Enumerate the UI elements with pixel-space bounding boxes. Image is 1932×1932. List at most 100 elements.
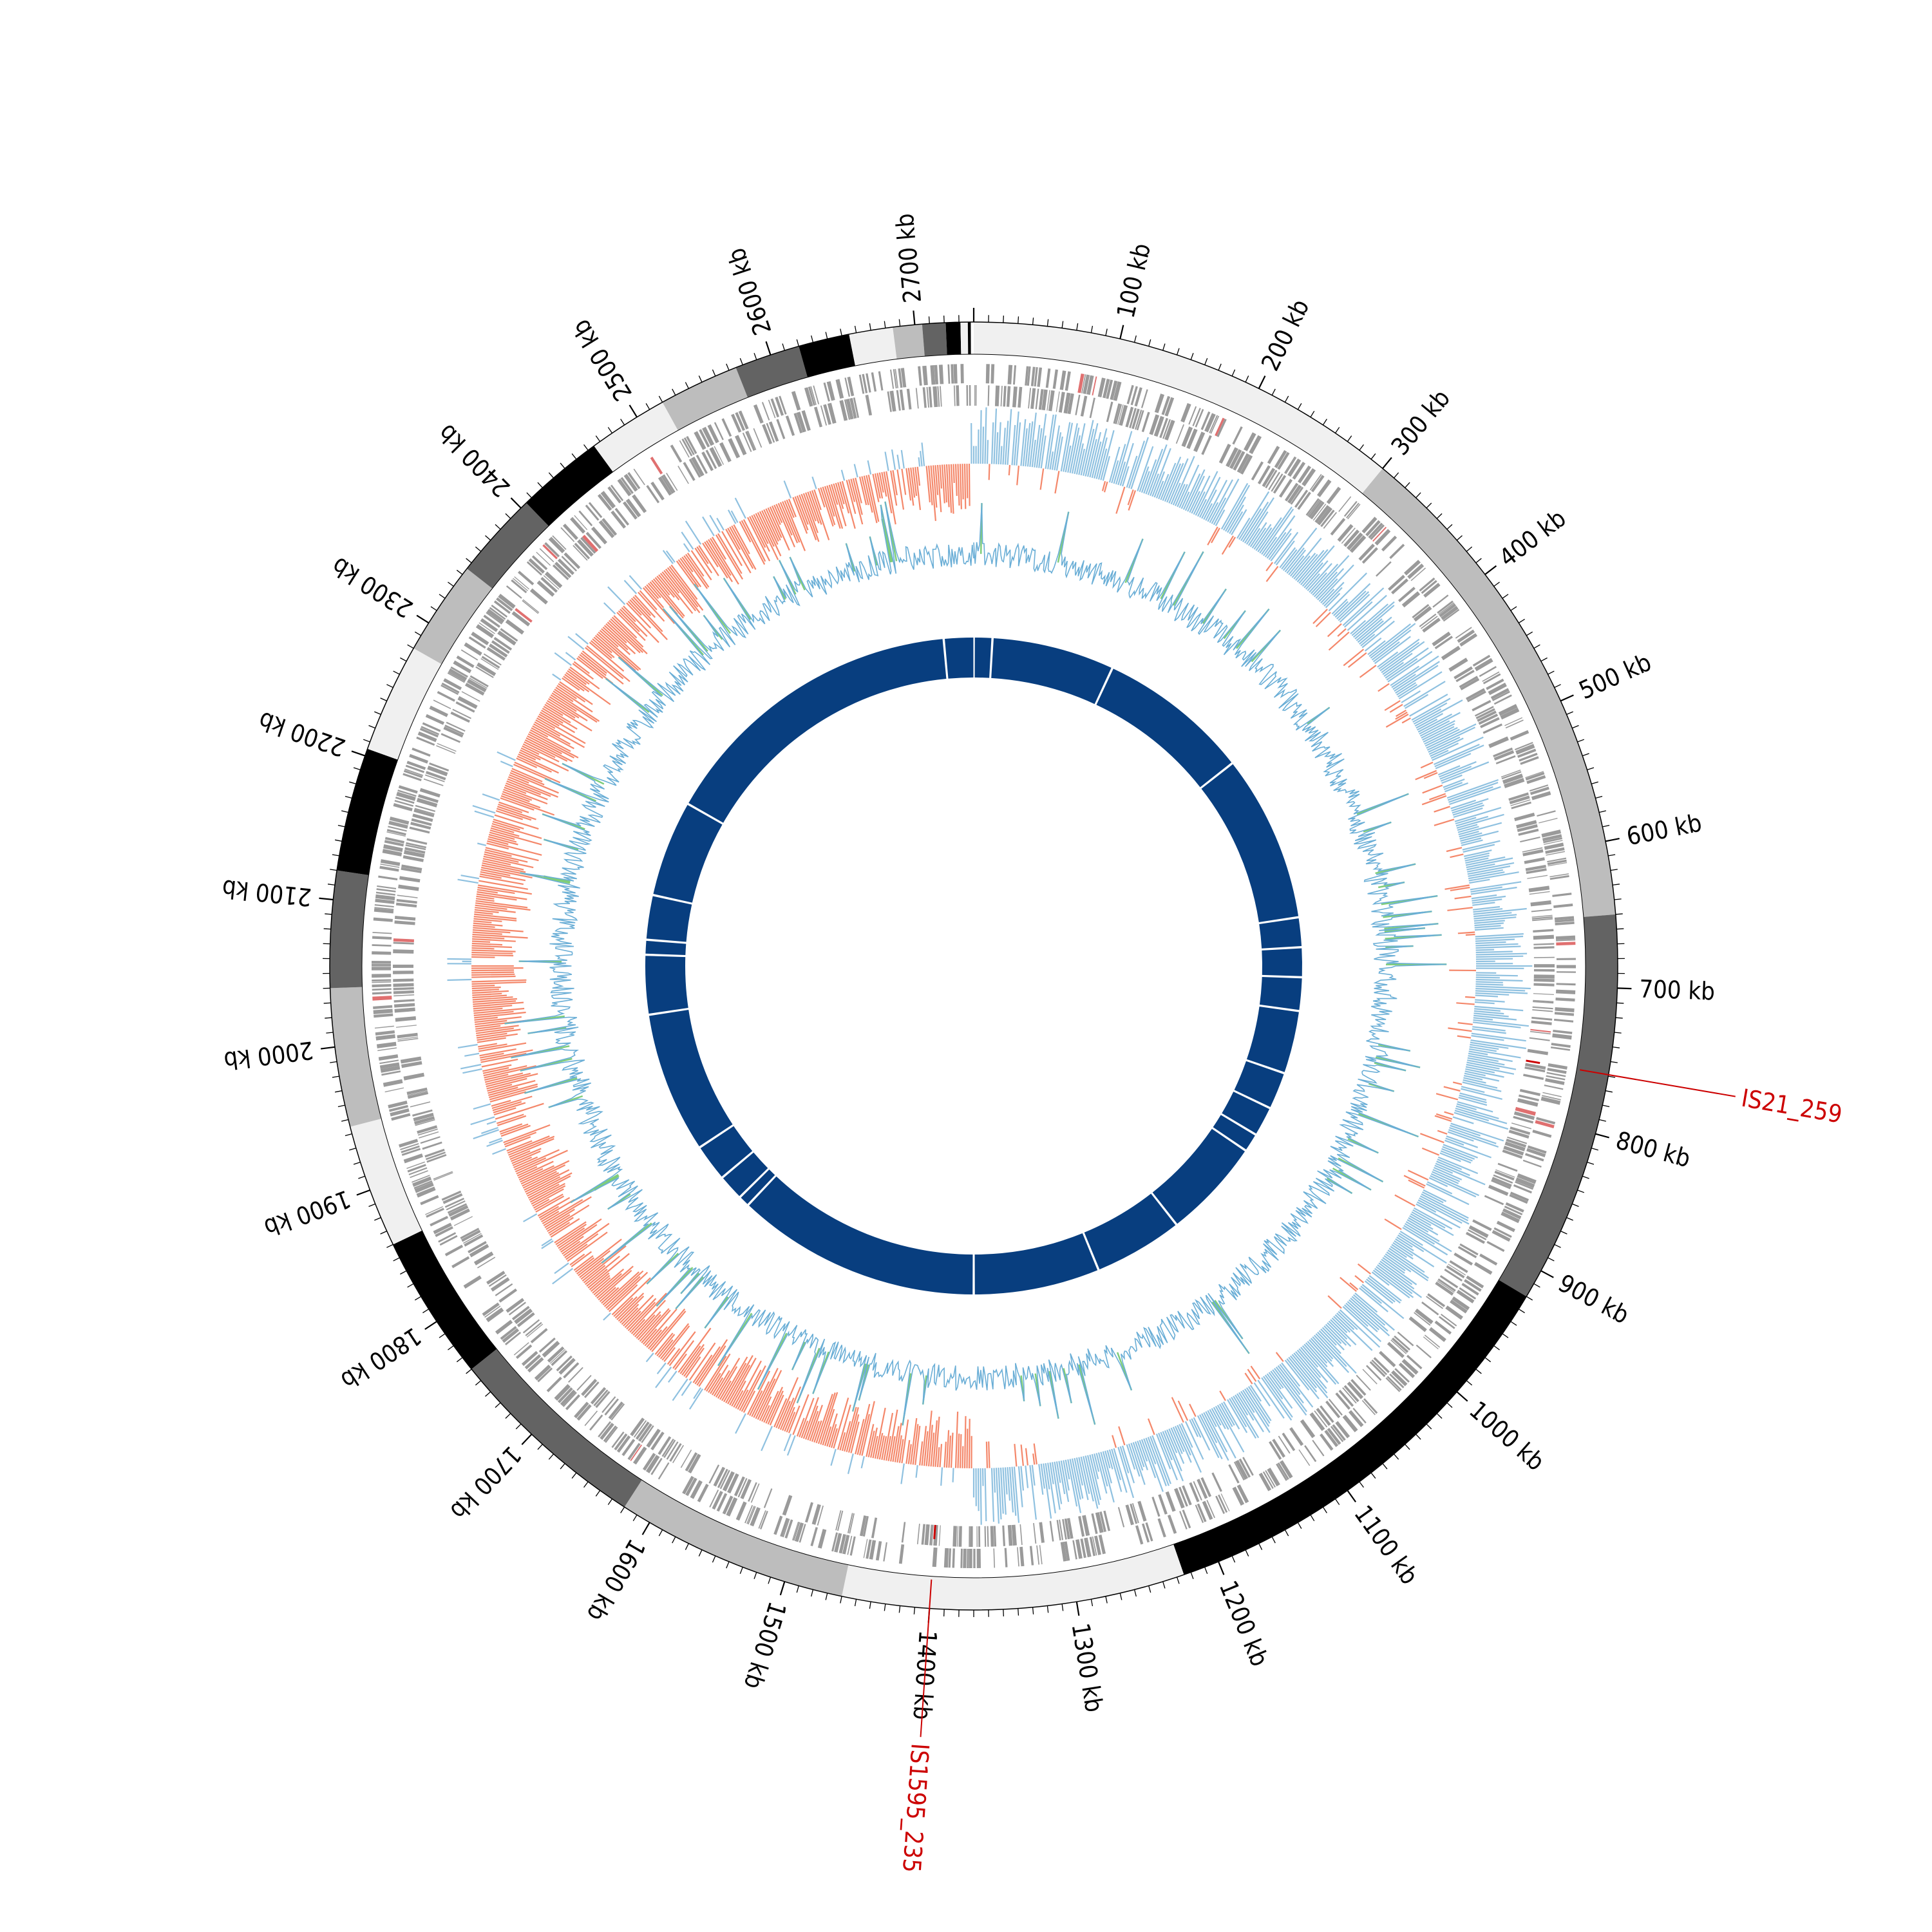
gene-feature — [1510, 1191, 1530, 1202]
gene-feature — [447, 1203, 468, 1214]
gene-feature — [1267, 446, 1280, 464]
minor-tick — [943, 316, 945, 323]
gene-feature — [443, 678, 462, 690]
gene-feature — [1504, 717, 1523, 726]
gene-feature — [394, 920, 415, 925]
gene-feature — [1529, 1037, 1550, 1041]
gene-feature — [1556, 983, 1576, 986]
gene-feature — [478, 622, 495, 634]
gene-feature — [393, 978, 414, 982]
gene-feature — [1520, 756, 1539, 765]
minor-tick — [1204, 1567, 1208, 1574]
gene-feature — [415, 1119, 435, 1126]
gene-feature — [384, 840, 404, 847]
gene-feature — [440, 733, 461, 743]
gene-feature — [680, 1450, 692, 1468]
gene-feature — [948, 1548, 951, 1568]
gene-feature — [1533, 969, 1555, 972]
gene-feature — [372, 936, 392, 940]
gene-feature — [1439, 1316, 1455, 1329]
gene-feature — [760, 1511, 768, 1530]
gene-feature — [953, 364, 958, 384]
gene-feature — [1486, 678, 1504, 690]
gene-feature — [1235, 1459, 1249, 1480]
gene-feature — [412, 1109, 433, 1117]
gene-feature — [1033, 1522, 1037, 1544]
gene-feature — [1527, 1145, 1547, 1154]
gene-feature — [650, 1431, 665, 1451]
gene-feature — [1092, 1536, 1097, 1556]
gene-feature — [386, 831, 406, 837]
gene-feature — [1346, 502, 1359, 518]
ideogram-band-16 — [526, 446, 613, 526]
gene-feature — [437, 743, 457, 752]
gene-feature — [1327, 1428, 1341, 1445]
gene-feature — [753, 428, 762, 448]
gene-feature — [471, 631, 489, 646]
gene-feature — [796, 412, 806, 433]
gene-feature — [424, 1148, 445, 1158]
gene-feature — [486, 609, 505, 623]
gene-feature — [1347, 1381, 1364, 1399]
gene-feature — [708, 1464, 720, 1484]
gene-feature — [1117, 404, 1124, 425]
gene-feature — [1215, 417, 1225, 437]
gene-feature — [406, 842, 426, 849]
gene-feature — [1154, 393, 1165, 413]
minor-tick — [560, 462, 565, 469]
gene-feature — [1533, 993, 1554, 996]
minor-tick — [1119, 1593, 1122, 1600]
gene-feature — [1457, 1245, 1477, 1258]
gene-feature — [1025, 366, 1029, 386]
minor-tick — [337, 1104, 345, 1108]
gene-feature — [683, 462, 696, 481]
scale-label: 2700 kb — [891, 213, 927, 305]
gene-feature — [712, 1490, 723, 1510]
gene-feature — [1490, 688, 1510, 700]
gene-feature — [1335, 1421, 1350, 1439]
gene-feature — [899, 389, 905, 411]
gene-feature — [810, 386, 817, 405]
gene-feature — [1330, 1426, 1344, 1443]
gene-feature — [1532, 1009, 1553, 1012]
minor-tick — [1190, 1572, 1194, 1579]
gene-feature — [1174, 1488, 1185, 1509]
gene-feature — [372, 983, 392, 988]
minor-tick — [1218, 363, 1222, 371]
gene-feature — [1530, 786, 1549, 795]
gene-feature — [563, 1362, 580, 1379]
minor-tick — [796, 339, 799, 346]
gene-feature — [622, 501, 638, 520]
gene-feature — [416, 736, 435, 746]
gene-feature — [804, 387, 813, 407]
gene-feature — [898, 368, 903, 388]
gene-feature — [562, 1392, 577, 1407]
gene-feature — [1504, 1141, 1526, 1151]
gene-feature — [1361, 516, 1378, 534]
gene-feature — [375, 1030, 395, 1036]
gene-feature — [598, 1421, 612, 1438]
gene-feature — [374, 908, 394, 914]
gene-feature — [561, 556, 577, 572]
gene-feature — [417, 1128, 438, 1136]
gene-feature — [379, 1062, 400, 1070]
gene-feature — [1505, 1202, 1524, 1213]
gene-feature — [1362, 1368, 1378, 1385]
gene-feature — [746, 1506, 755, 1524]
gene-feature — [793, 1522, 800, 1541]
gene-feature — [506, 585, 522, 599]
gene-feature — [1217, 419, 1227, 437]
gene-feature — [1514, 812, 1535, 822]
gene-feature — [1060, 1542, 1067, 1562]
gene-feature — [1464, 1279, 1482, 1292]
minor-tick — [341, 810, 349, 813]
scale-label: 700 kb — [1639, 975, 1716, 1006]
gene-feature — [491, 640, 510, 654]
gene-feature — [1542, 1095, 1561, 1101]
gene-feature — [528, 558, 545, 574]
gene-feature — [412, 747, 431, 757]
minor-tick — [726, 363, 730, 371]
gene-feature — [406, 761, 426, 770]
gene-feature — [838, 1534, 846, 1554]
